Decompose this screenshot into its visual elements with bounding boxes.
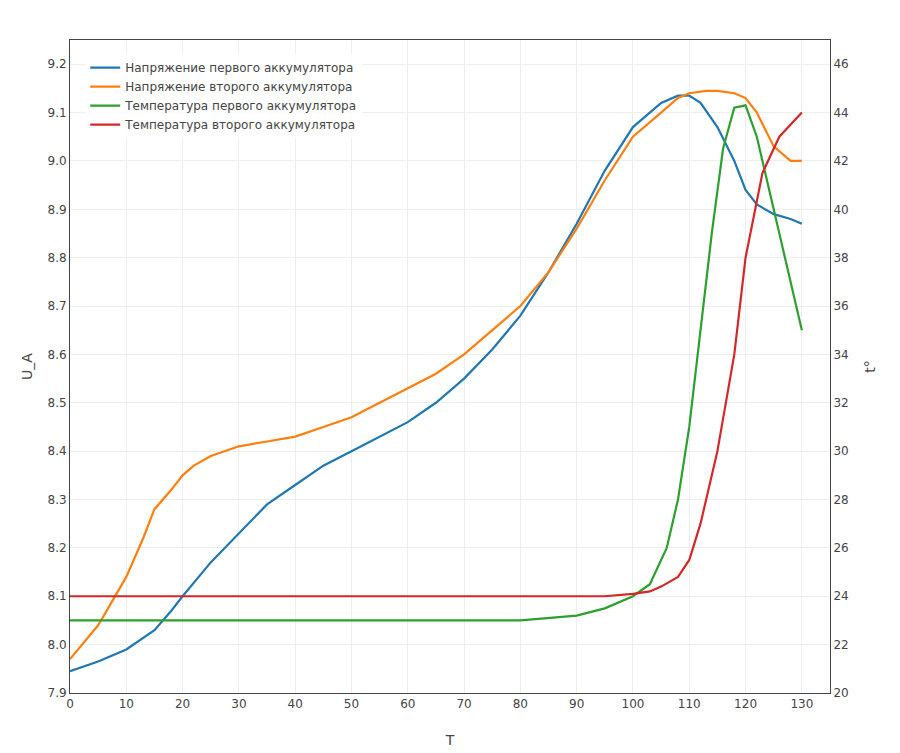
svg-text:28: 28 [833, 493, 848, 507]
svg-text:42: 42 [833, 154, 848, 168]
svg-text:22: 22 [833, 638, 848, 652]
svg-text:40: 40 [833, 203, 848, 217]
svg-text:130: 130 [790, 697, 813, 711]
svg-text:50: 50 [344, 697, 359, 711]
svg-text:120: 120 [734, 697, 757, 711]
svg-text:38: 38 [833, 251, 848, 265]
svg-text:8.3: 8.3 [48, 493, 67, 507]
svg-text:0: 0 [66, 697, 74, 711]
svg-text:110: 110 [678, 697, 701, 711]
svg-text:20: 20 [175, 697, 190, 711]
svg-text:20: 20 [833, 686, 848, 700]
svg-text:9.1: 9.1 [48, 106, 67, 120]
svg-text:9.2: 9.2 [48, 57, 67, 71]
svg-text:60: 60 [400, 697, 415, 711]
svg-text:8.9: 8.9 [48, 203, 67, 217]
svg-text:8.4: 8.4 [48, 444, 67, 458]
svg-text:90: 90 [569, 697, 584, 711]
svg-text:30: 30 [231, 697, 246, 711]
svg-text:26: 26 [833, 541, 848, 555]
svg-text:Температура второго аккумулято: Температура второго аккумулятора [124, 118, 355, 132]
svg-text:U_A: U_A [19, 353, 35, 380]
svg-text:7.9: 7.9 [48, 686, 67, 700]
svg-text:10: 10 [119, 697, 134, 711]
svg-text:8.5: 8.5 [48, 396, 67, 410]
svg-text:46: 46 [833, 57, 848, 71]
svg-text:24: 24 [833, 589, 848, 603]
svg-text:70: 70 [456, 697, 471, 711]
svg-text:80: 80 [513, 697, 528, 711]
svg-text:9.0: 9.0 [48, 154, 67, 168]
svg-text:8.2: 8.2 [48, 541, 67, 555]
svg-text:8.0: 8.0 [48, 638, 67, 652]
svg-text:30: 30 [833, 444, 848, 458]
svg-text:t°: t° [862, 360, 878, 373]
svg-text:32: 32 [833, 396, 848, 410]
svg-text:36: 36 [833, 299, 848, 313]
svg-text:8.7: 8.7 [48, 299, 67, 313]
svg-text:Температура первого аккумулято: Температура первого аккумулятора [124, 99, 356, 113]
svg-text:Напряжение первого аккумулятор: Напряжение первого аккумулятора [125, 61, 353, 75]
svg-text:8.8: 8.8 [48, 251, 67, 265]
svg-text:8.1: 8.1 [48, 589, 67, 603]
svg-text:T: T [445, 732, 455, 748]
svg-text:8.6: 8.6 [48, 348, 67, 362]
svg-text:100: 100 [622, 697, 645, 711]
svg-text:40: 40 [288, 697, 303, 711]
svg-text:34: 34 [833, 348, 848, 362]
svg-text:44: 44 [833, 106, 848, 120]
svg-text:Напряжение второго аккумулятор: Напряжение второго аккумулятора [125, 80, 352, 94]
